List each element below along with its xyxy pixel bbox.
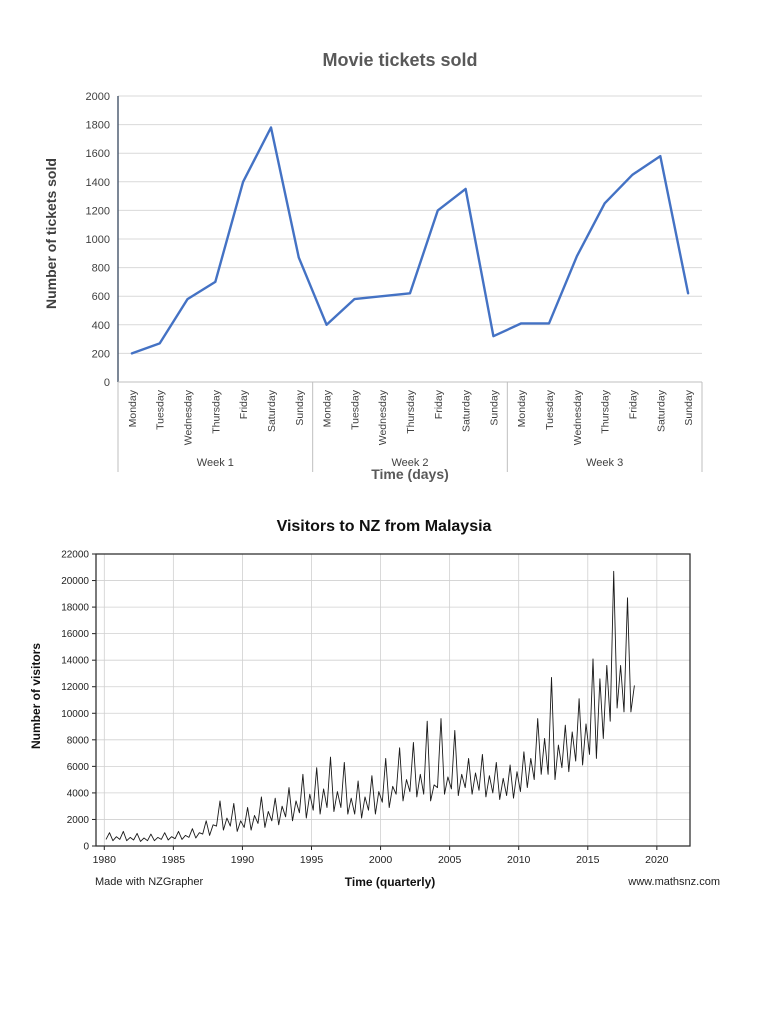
y-tick-label: 20000: [61, 576, 89, 587]
y-tick-label: 1400: [86, 177, 110, 189]
x-tick-label: 1990: [231, 854, 255, 866]
mathsnz-link: www.mathsnz.com: [628, 876, 720, 888]
y-tick-label: 22000: [61, 550, 89, 561]
day-label: Monday: [127, 389, 139, 427]
movie-tickets-line: [130, 126, 690, 355]
chart2-y-axis-title: Number of visitors: [29, 642, 43, 750]
x-tick-label: 2020: [645, 854, 669, 866]
day-label: Saturday: [461, 389, 473, 432]
plot-border: [95, 553, 691, 847]
day-label: Saturday: [266, 389, 278, 432]
x-tick-label: 2005: [438, 854, 462, 866]
chart1-plot: 0 200 400 600 800 1000 1200 1400 1600 1800 2000 Mon…: [86, 91, 703, 472]
y-tick-label: 400: [92, 320, 110, 332]
day-label: Friday: [433, 389, 445, 419]
day-label: Wednesday: [183, 389, 195, 445]
chart1-y-axis-title: Number of tickets sold: [43, 158, 59, 310]
day-label: Tuesday: [544, 389, 556, 430]
y-tick-label: 0: [83, 842, 89, 853]
y-tick-label: 1000: [86, 234, 110, 246]
y-tick-label: 0: [104, 377, 110, 389]
nzgrapher-credit: Made with NZGrapher: [95, 876, 204, 888]
chart1-title: Movie tickets sold: [322, 50, 478, 70]
y-tick-label: 16000: [61, 629, 89, 640]
y-tick-label: 800: [92, 263, 110, 275]
y-tick-label: 14000: [61, 656, 89, 667]
x-tick-label: 2000: [369, 854, 393, 866]
day-label: Tuesday: [155, 389, 167, 430]
day-label: Thursday: [210, 389, 222, 434]
day-label: Friday: [238, 389, 250, 419]
chart2-body: Number of visitors 0 2000 4000 6000 8000 1000…: [26, 546, 696, 874]
y-tick-label: 1600: [86, 148, 110, 160]
x-tick-label: 1995: [300, 854, 324, 866]
y-tick-label: 1200: [86, 205, 110, 217]
week-label: Week 2: [391, 457, 428, 469]
y-tick-label: 200: [92, 348, 110, 360]
day-label: Thursday: [405, 389, 417, 434]
x-tick-label: 2015: [576, 854, 600, 866]
day-label: Monday: [516, 389, 528, 427]
day-label: Thursday: [600, 389, 612, 434]
y-tick-label: 10000: [61, 709, 89, 720]
chart2-x-axis-title: Time (quarterly): [344, 875, 436, 889]
week-label: Week 3: [586, 457, 623, 469]
x-tick-label: 1985: [162, 854, 186, 866]
visitors-line: [105, 570, 635, 842]
day-label: Tuesday: [349, 389, 361, 430]
week-label: Week 1: [197, 457, 234, 469]
y-tick-label: 2000: [67, 815, 90, 826]
day-label: Monday: [322, 389, 334, 427]
y-tick-label: 600: [92, 291, 110, 303]
chart2-plot: 0 2000 4000 6000 8000 10000 12000 14000 16000 180…: [61, 550, 691, 866]
y-tick-label: 18000: [61, 603, 89, 614]
chart1-x-axis-title: Time (days): [371, 466, 449, 482]
chart2-title: Visitors to NZ from Malaysia: [276, 518, 492, 535]
y-tick-label: 1800: [86, 120, 110, 132]
day-label: Wednesday: [377, 389, 389, 445]
day-label: Friday: [627, 389, 639, 419]
x-tick-label: 1980: [93, 854, 117, 866]
day-label: Sunday: [294, 389, 306, 425]
day-label: Sunday: [683, 389, 695, 425]
chart1-body: Number of tickets sold 0 200 400 600 800 1000…: [40, 84, 712, 482]
y-tick-label: 2000: [86, 91, 110, 103]
day-label: Saturday: [655, 389, 667, 432]
y-tick-label: 12000: [61, 682, 89, 693]
day-label: Sunday: [488, 389, 500, 425]
y-tick-label: 4000: [67, 788, 90, 799]
y-tick-label: 8000: [67, 735, 90, 746]
x-tick-label: 2010: [507, 854, 531, 866]
day-label: Wednesday: [572, 389, 584, 445]
y-tick-label: 6000: [67, 762, 90, 773]
